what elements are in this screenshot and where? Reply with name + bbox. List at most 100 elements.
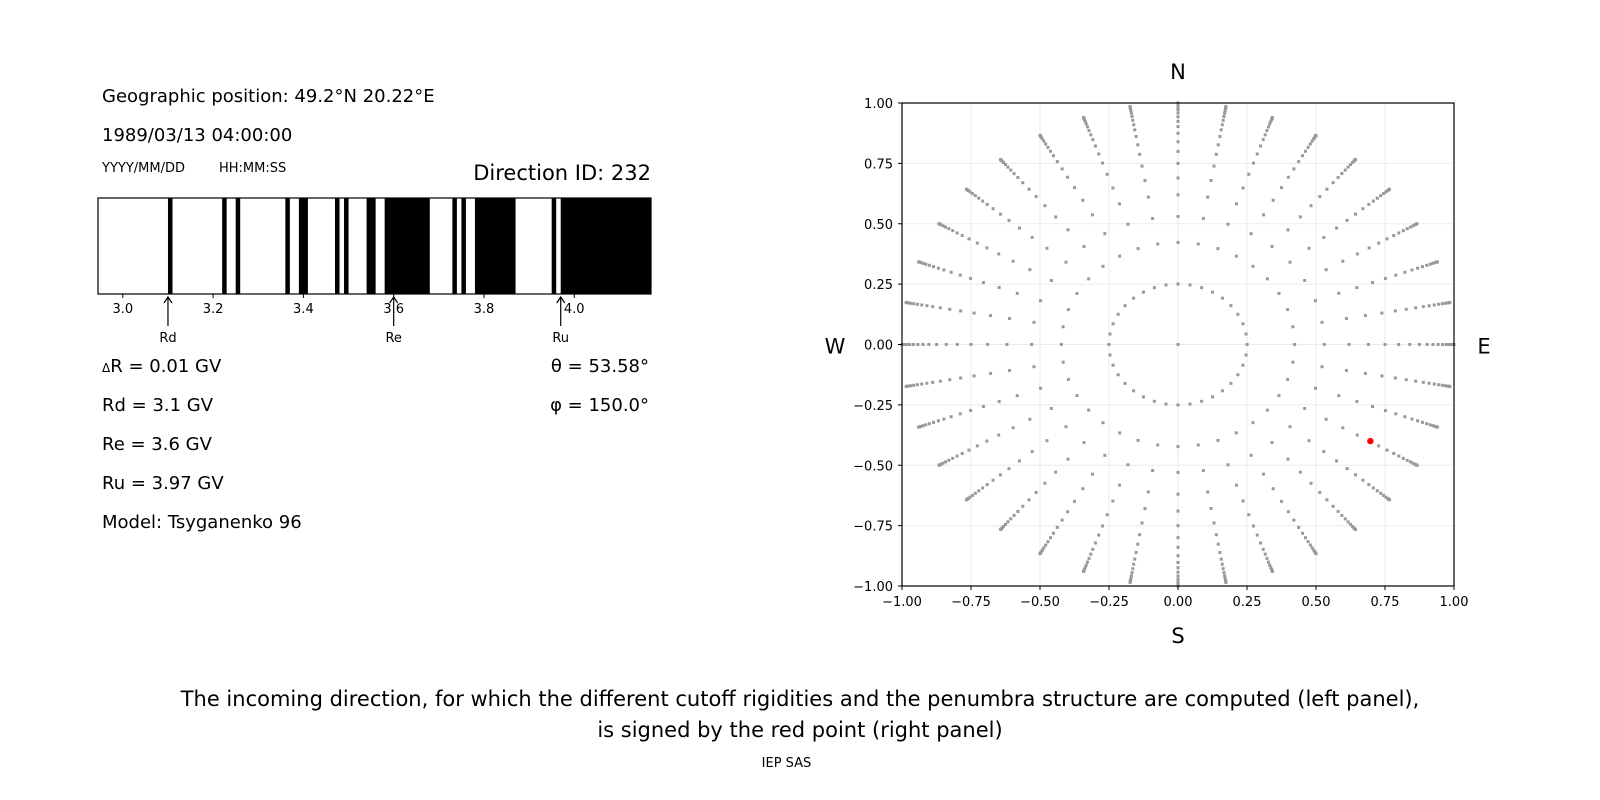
direction-point bbox=[1280, 499, 1284, 503]
direction-point bbox=[936, 266, 940, 270]
direction-point bbox=[948, 307, 952, 311]
direction-point bbox=[1222, 114, 1226, 118]
direction-point bbox=[1411, 224, 1415, 228]
direction-point bbox=[1425, 343, 1429, 346]
direction-point bbox=[1410, 268, 1414, 272]
direction-point bbox=[1176, 470, 1180, 474]
direction-point bbox=[1054, 215, 1058, 219]
direction-point bbox=[936, 419, 940, 423]
direction-point bbox=[1363, 314, 1367, 318]
direction-point bbox=[1336, 176, 1340, 180]
direction-point bbox=[1236, 373, 1240, 377]
direction-point bbox=[1017, 459, 1021, 463]
theta-value: θ = 53.58° bbox=[550, 356, 649, 377]
direction-point bbox=[1229, 381, 1233, 385]
x-tick-label: 3.0 bbox=[112, 302, 133, 317]
direction-point bbox=[1325, 187, 1329, 191]
direction-point bbox=[955, 343, 959, 346]
direction-point bbox=[1385, 448, 1389, 452]
direction-point bbox=[1083, 566, 1087, 570]
direction-point bbox=[1134, 134, 1138, 138]
direction-point bbox=[1310, 546, 1314, 550]
direction-point bbox=[1054, 470, 1058, 474]
direction-point bbox=[1152, 399, 1156, 403]
direction-point bbox=[1303, 149, 1307, 153]
direction-point bbox=[1437, 302, 1441, 306]
direction-point bbox=[1367, 246, 1371, 250]
direction-point bbox=[1371, 199, 1375, 203]
direction-point bbox=[1241, 322, 1245, 326]
direction-point bbox=[972, 374, 976, 378]
x-tick-label: −0.75 bbox=[951, 595, 991, 610]
direction-point bbox=[1318, 195, 1322, 199]
direction-point bbox=[1176, 554, 1180, 558]
direction-point bbox=[1322, 235, 1326, 239]
phi-value: φ = 150.0° bbox=[550, 395, 649, 416]
direction-point bbox=[1380, 374, 1384, 378]
direction-point bbox=[1206, 490, 1210, 494]
direction-point bbox=[908, 343, 912, 346]
direction-point bbox=[1259, 144, 1263, 148]
direction-point bbox=[981, 281, 985, 285]
direction-point bbox=[1085, 125, 1089, 129]
direction-point bbox=[1224, 580, 1228, 584]
direction-point bbox=[1097, 152, 1101, 156]
forbidden-band bbox=[167, 198, 173, 294]
direction-point bbox=[1136, 542, 1140, 546]
direction-point bbox=[981, 486, 985, 490]
direction-point bbox=[1131, 567, 1135, 571]
direction-point bbox=[1123, 381, 1127, 385]
direction-point bbox=[1090, 472, 1094, 476]
direction-point bbox=[1176, 282, 1180, 286]
direction-point bbox=[1301, 154, 1305, 158]
direction-point bbox=[1383, 343, 1387, 346]
model: Model: Tsyganenko 96 bbox=[102, 512, 302, 533]
caption-line-1: The incoming direction, for which the di… bbox=[180, 687, 1420, 711]
direction-point bbox=[951, 229, 955, 233]
direction-point bbox=[1393, 376, 1397, 380]
direction-point bbox=[1218, 551, 1222, 555]
direction-point bbox=[1394, 273, 1398, 277]
direction-point bbox=[1224, 105, 1228, 109]
direction-point bbox=[1405, 227, 1409, 231]
direction-point bbox=[1176, 560, 1180, 564]
direction-point bbox=[1263, 552, 1267, 556]
direction-point bbox=[951, 456, 955, 460]
direction-point bbox=[1298, 470, 1302, 474]
direction-point bbox=[1034, 490, 1038, 494]
direction-point bbox=[1140, 164, 1144, 168]
direction-point bbox=[1028, 268, 1032, 272]
direction-point bbox=[1435, 425, 1439, 429]
direction-point bbox=[1435, 260, 1439, 264]
direction-point bbox=[1040, 137, 1044, 141]
direction-point bbox=[932, 265, 936, 269]
direction-point bbox=[1291, 360, 1295, 364]
direction-point bbox=[1176, 149, 1180, 153]
direction-point bbox=[1420, 420, 1424, 424]
direction-point bbox=[1303, 536, 1307, 540]
direction-point bbox=[1214, 533, 1218, 537]
direction-point bbox=[1066, 228, 1070, 232]
direction-point bbox=[1009, 168, 1013, 172]
direction-point bbox=[1032, 320, 1036, 324]
direction-point bbox=[985, 439, 989, 443]
x-tick-label: 0.75 bbox=[1371, 595, 1400, 610]
direction-point bbox=[1151, 216, 1155, 220]
direction-point bbox=[921, 343, 925, 346]
direction-point bbox=[1043, 481, 1047, 485]
direction-point bbox=[1361, 478, 1365, 482]
direction-point bbox=[1340, 172, 1344, 176]
direction-point bbox=[986, 343, 990, 346]
direction-point bbox=[1176, 524, 1180, 528]
direction-point bbox=[931, 380, 935, 384]
direction-point bbox=[991, 207, 995, 211]
direction-point bbox=[1143, 507, 1147, 511]
direction-point bbox=[1331, 504, 1335, 508]
direction-point bbox=[1265, 277, 1269, 281]
direction-point bbox=[1176, 176, 1180, 180]
direction-point bbox=[1394, 412, 1398, 416]
direction-point bbox=[1116, 312, 1120, 316]
direction-point bbox=[1012, 513, 1016, 517]
direction-point bbox=[1196, 242, 1200, 246]
direction-point bbox=[1312, 548, 1316, 552]
